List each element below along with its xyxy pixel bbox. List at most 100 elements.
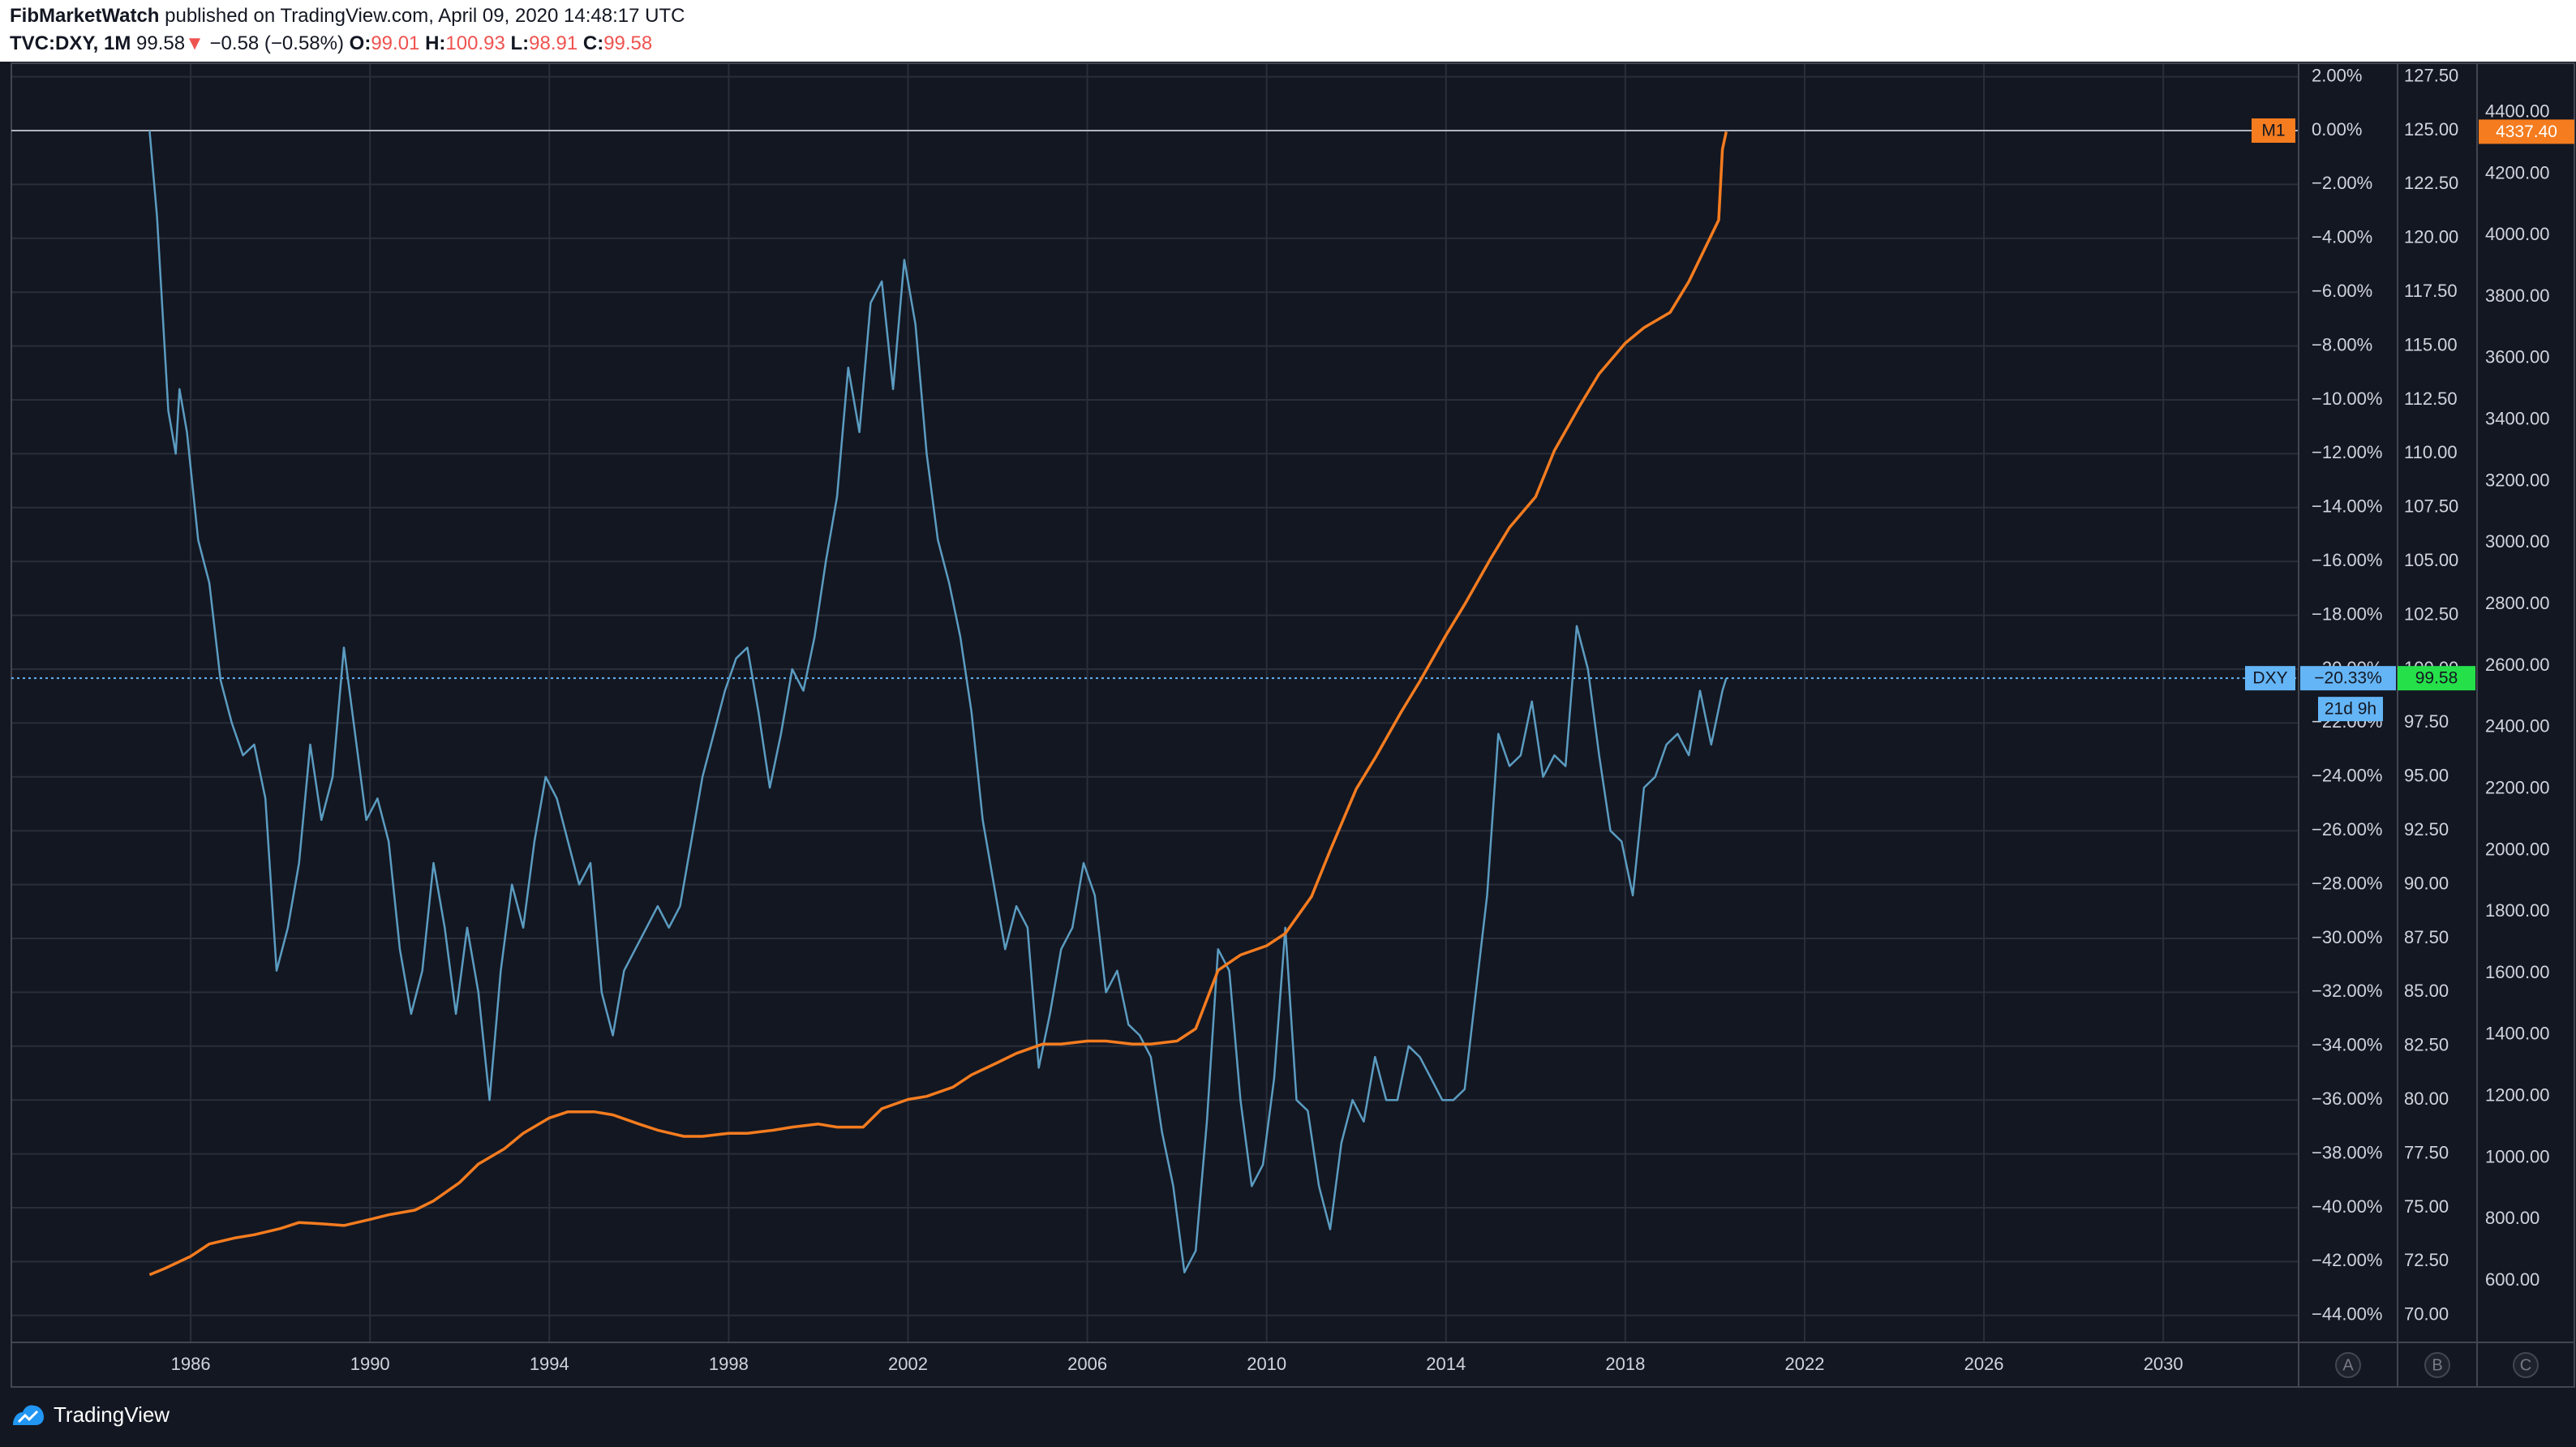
scale-b-tick-label: 112.50 <box>2404 389 2458 409</box>
scale-c-tick-label: 2200.00 <box>2485 777 2550 797</box>
scale-a-tick-label: −40.00% <box>2312 1196 2382 1217</box>
bar-countdown-tag-text: 21d 9h <box>2325 700 2376 719</box>
scale-a-tick-label: −2.00% <box>2312 173 2372 193</box>
scale-a-tick-label: −12.00% <box>2312 442 2382 462</box>
published-text: published on TradingView.com, April 09, … <box>165 5 685 27</box>
scale-c-tick-label: 3000.00 <box>2485 531 2550 552</box>
scale-c-tick-label: 4200.00 <box>2485 162 2550 182</box>
dxy-percent-tag-text: −20.33% <box>2314 669 2382 688</box>
dxy-name-tag-text: DXY <box>2252 669 2287 688</box>
scale-button-a[interactable] <box>2335 1352 2361 1378</box>
x-tick-label: 2026 <box>1964 1354 2004 1374</box>
scale-a-tick-label: −16.00% <box>2312 550 2382 570</box>
dxy-price-tag <box>2398 666 2475 691</box>
scale-c-tick-label: 1200.00 <box>2485 1085 2550 1106</box>
scale-b-tick-label: 80.00 <box>2404 1088 2449 1109</box>
publish-info: FibMarketWatch published on TradingView.… <box>10 5 685 28</box>
x-tick-label: 2030 <box>2144 1354 2183 1374</box>
scale-b-tick-label: 70.00 <box>2404 1304 2449 1325</box>
low-value: 98.91 <box>529 32 578 54</box>
dxy-name-tag <box>2245 666 2295 691</box>
open-value: 99.01 <box>371 32 420 54</box>
scale-b-tick-label: 72.50 <box>2404 1250 2449 1270</box>
scale-b-tick-label: 77.50 <box>2404 1142 2449 1162</box>
scale-c-tick-label: 3200.00 <box>2485 470 2550 490</box>
x-tick-label: 2022 <box>1785 1354 1825 1374</box>
m1-name-tag <box>2252 118 2295 143</box>
dxy-series-line[interactable] <box>148 130 1728 1273</box>
scale-a-tick-label: −26.00% <box>2312 819 2382 839</box>
brand-label: TradingView <box>54 1402 170 1427</box>
dxy-price-tag-text: 99.58 <box>2415 669 2458 688</box>
scale-a-tick-label: −42.00% <box>2312 1250 2382 1270</box>
scale-button-c[interactable] <box>2513 1352 2539 1378</box>
scale-c-tick-label: 800.00 <box>2485 1208 2540 1228</box>
scale-b-tick-label: 120.00 <box>2404 227 2458 247</box>
scale-button-label: B <box>2432 1356 2442 1374</box>
m1-series-line[interactable] <box>148 131 1728 1277</box>
scale-c-tick-label: 1800.00 <box>2485 900 2550 921</box>
scale-a-tick-label: −18.00% <box>2312 603 2382 624</box>
x-tick-label: 2002 <box>888 1354 928 1374</box>
scale-b-tick-label: 110.00 <box>2404 442 2458 462</box>
scale-a-tick-label: −38.00% <box>2312 1142 2382 1162</box>
scale-c-tick-label: 3400.00 <box>2485 409 2550 429</box>
chart-frame <box>11 62 2575 1388</box>
scale-b-tick-label: 125.00 <box>2404 119 2458 140</box>
footer-bar <box>0 1388 2576 1447</box>
down-arrow-icon: ▼ <box>185 32 204 54</box>
scale-c-tick-label: 3600.00 <box>2485 347 2550 367</box>
tradingview-logo-icon <box>13 1405 44 1425</box>
last-price: 99.58 <box>136 32 186 54</box>
high-value: 100.93 <box>445 32 505 54</box>
x-tick-label: 1994 <box>530 1354 569 1374</box>
open-label: O: <box>349 32 371 54</box>
scale-c-tick-label: 2600.00 <box>2485 655 2550 675</box>
scale-a-tick-label: −34.00% <box>2312 1035 2382 1055</box>
scale-c-tick-label: 600.00 <box>2485 1269 2540 1290</box>
price-change: −0.58 (−0.58%) <box>209 32 344 54</box>
scale-b-tick-label: 75.00 <box>2404 1196 2449 1217</box>
close-label: C: <box>582 32 604 54</box>
low-label: L: <box>510 32 530 54</box>
scale-a-tick-label: −4.00% <box>2312 227 2372 247</box>
scale-c-tick-label: 1400.00 <box>2485 1024 2550 1044</box>
tradingview-brand[interactable]: TradingView <box>11 1398 170 1431</box>
bar-countdown-tag <box>2318 697 2383 722</box>
dxy-percent-tag <box>2300 666 2396 691</box>
x-tick-label: 1986 <box>171 1354 211 1374</box>
scale-b-tick-label: 92.50 <box>2404 819 2449 839</box>
scale-b-tick-label: 95.00 <box>2404 766 2449 786</box>
scale-b-tick-label: 117.50 <box>2404 281 2458 301</box>
author-name[interactable]: FibMarketWatch <box>10 5 160 27</box>
scale-a-tick-label: −6.00% <box>2312 281 2372 301</box>
scale-b-tick-label: 115.00 <box>2404 334 2458 354</box>
scale-b-tick-label: 97.50 <box>2404 711 2449 732</box>
scale-a-tick-label: −36.00% <box>2312 1088 2382 1109</box>
scale-a-tick-label: 0.00% <box>2312 119 2362 140</box>
scale-b-tick-label: 82.50 <box>2404 1035 2449 1055</box>
scale-a-tick-label: −24.00% <box>2312 766 2382 786</box>
scale-c-tick-label: 2800.00 <box>2485 593 2550 613</box>
scale-c-tick-label: 1000.00 <box>2485 1146 2550 1166</box>
scale-c-tick-label: 4400.00 <box>2485 101 2550 121</box>
scale-a-tick-label: 2.00% <box>2312 65 2362 85</box>
chart-header: FibMarketWatch published on TradingView.… <box>0 0 2576 62</box>
scale-c-tick-label: 3800.00 <box>2485 286 2550 306</box>
x-tick-label: 1990 <box>350 1354 390 1374</box>
scale-button-b[interactable] <box>2424 1352 2450 1378</box>
scale-b-tick-label: 122.50 <box>2404 173 2458 193</box>
scale-c-tick-label: 1600.00 <box>2485 962 2550 982</box>
scale-a-tick-label: −44.00% <box>2312 1304 2382 1325</box>
x-tick-label: 2006 <box>1067 1354 1107 1374</box>
scale-c-tick-label: 4000.00 <box>2485 224 2550 244</box>
symbol-info: TVC:DXY, 1M 99.58▼ −0.58 (−0.58%) O:99.0… <box>10 32 652 55</box>
symbol-label[interactable]: TVC:DXY, 1M <box>10 32 131 54</box>
high-label: H: <box>425 32 446 54</box>
chart-area[interactable]: 1986 1990 1994 1998 2002 2006 2010 2014 2018 2022… <box>0 0 2576 1388</box>
scale-a-tick-label: −32.00% <box>2312 981 2382 1001</box>
scale-b-tick-label: 107.50 <box>2404 496 2458 517</box>
m1-value-tag-text: 4337.40 <box>2496 122 2557 141</box>
scale-b-tick-label: 102.50 <box>2404 603 2458 624</box>
scale-b-tick-label: 90.00 <box>2404 873 2449 893</box>
